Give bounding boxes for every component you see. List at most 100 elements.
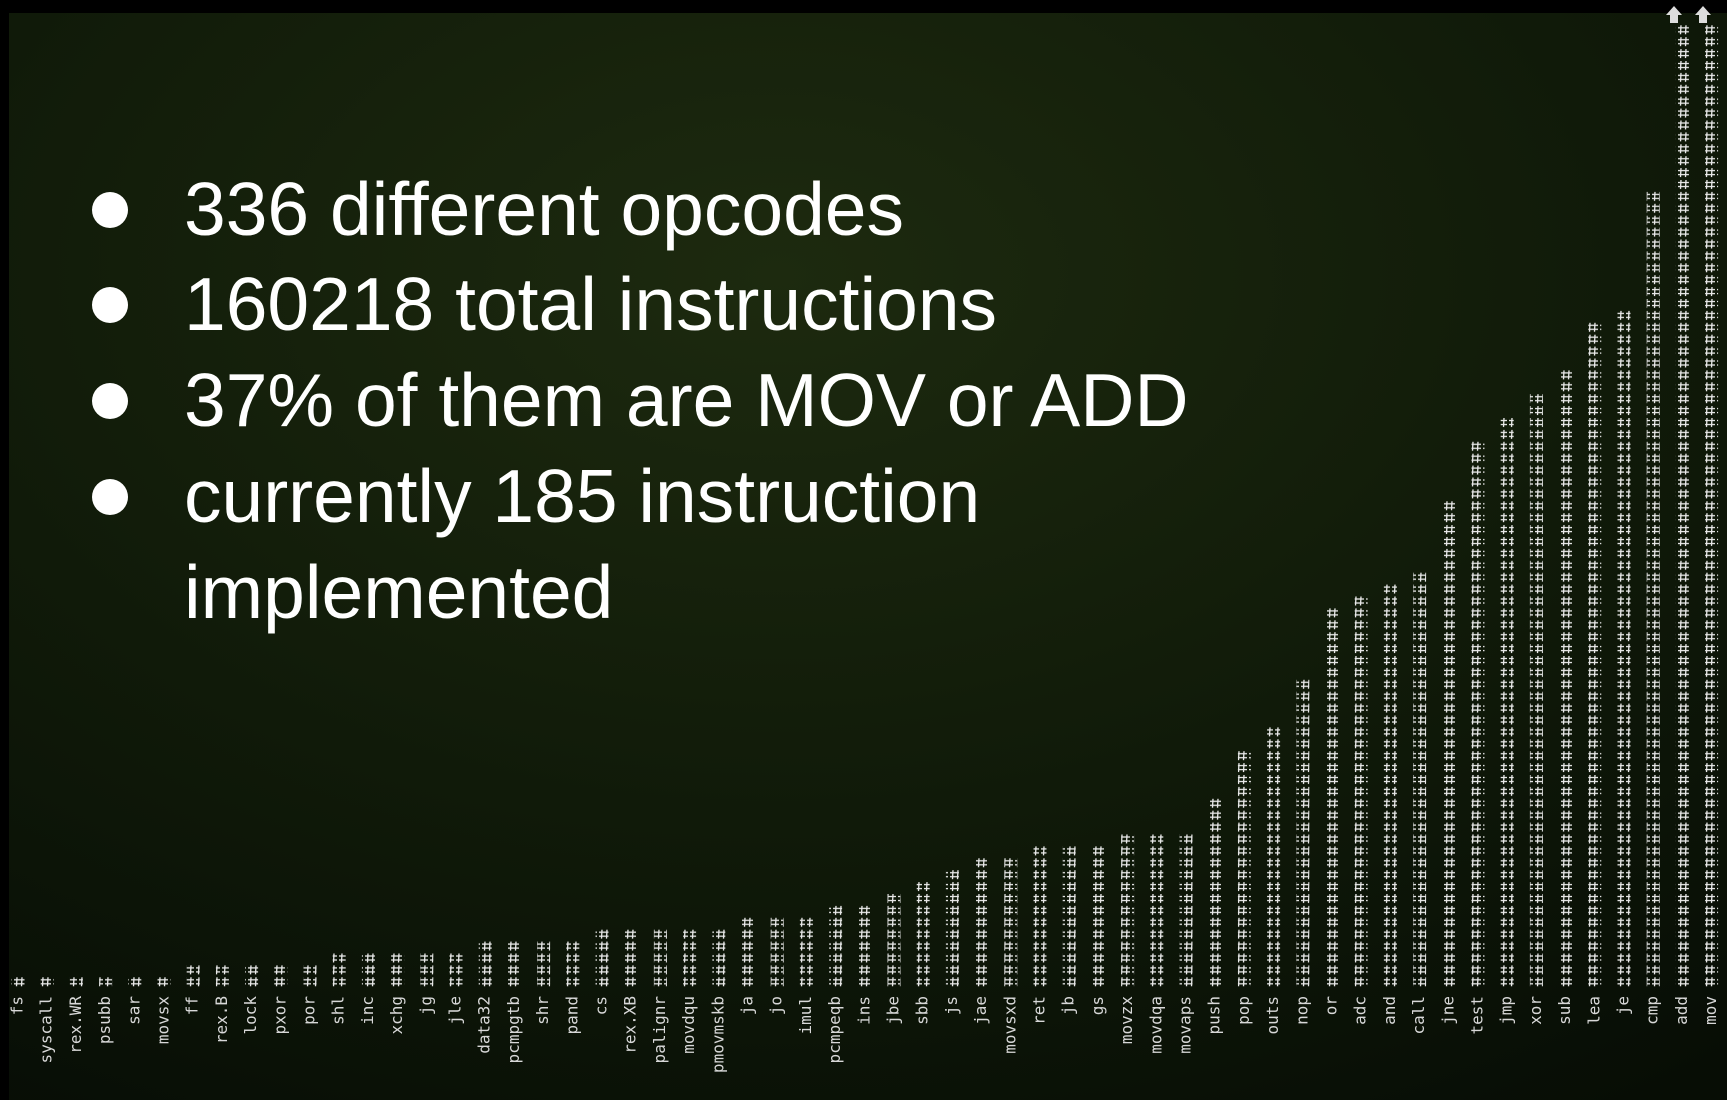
bar	[216, 964, 229, 988]
bar	[625, 929, 638, 989]
x-tick-label: lock	[241, 996, 260, 1035]
left-strip	[0, 0, 9, 1100]
bar	[654, 929, 667, 989]
bar	[1705, 24, 1718, 988]
x-tick-label: jle	[446, 996, 465, 1025]
x-tick-label: pcmpgtb	[504, 996, 523, 1063]
x-tick-label: mov	[1701, 996, 1720, 1025]
x-tick-label: jmp	[1497, 996, 1516, 1025]
x-tick-label: jb	[1059, 996, 1078, 1015]
x-tick-label: sar	[124, 996, 143, 1025]
x-tick-label: fs	[8, 996, 27, 1015]
bar	[888, 893, 901, 988]
bar	[70, 976, 83, 988]
x-tick-label: shl	[329, 996, 348, 1025]
x-tick-label: je	[1614, 996, 1633, 1015]
slide: fssyscallrex.WRpsubbsarmovsxffrex.Blockp…	[0, 0, 1727, 1100]
x-tick-label: sbb	[913, 996, 932, 1025]
x-tick-label: movsxd	[1000, 996, 1019, 1054]
bar	[245, 964, 258, 988]
x-tick-label: jo	[767, 996, 786, 1015]
bar	[1150, 833, 1163, 988]
x-tick-label: pcmpeqb	[825, 996, 844, 1063]
x-tick-label: js	[942, 996, 961, 1015]
bar	[1618, 310, 1631, 988]
x-tick-label: test	[1468, 996, 1487, 1035]
x-tick-label: ff	[183, 996, 202, 1015]
bar	[362, 952, 375, 988]
bar	[1588, 322, 1601, 988]
x-tick-label: inc	[358, 996, 377, 1025]
x-tick-label: ret	[1030, 996, 1049, 1025]
x-tick-label: palignr	[650, 996, 669, 1064]
bar	[1121, 833, 1134, 988]
x-tick-label: rex.B	[212, 996, 231, 1044]
bar	[683, 929, 696, 989]
bar	[1180, 833, 1193, 988]
bar	[946, 869, 959, 988]
x-tick-label: cs	[592, 996, 611, 1015]
x-tick-label: syscall	[37, 996, 56, 1063]
x-tick-label: gs	[1088, 996, 1107, 1015]
x-tick-label: ja	[738, 996, 757, 1015]
x-tick-label: rex.XB	[621, 996, 640, 1054]
bar	[1092, 845, 1105, 988]
bar	[420, 952, 433, 988]
x-tick-label: adc	[1351, 996, 1370, 1025]
bar	[1238, 750, 1251, 988]
bar	[829, 905, 842, 988]
x-tick-label: rex.WR	[66, 996, 85, 1054]
bar	[12, 976, 25, 988]
x-tick-label: jae	[971, 996, 990, 1025]
bar	[99, 976, 112, 988]
x-tick-label: and	[1380, 996, 1399, 1025]
x-tick-label: lea	[1584, 996, 1603, 1025]
bar	[771, 917, 784, 988]
x-tick-label: pxor	[270, 996, 289, 1035]
bar	[712, 929, 725, 989]
bar	[1559, 369, 1572, 988]
x-tick-label: imul	[796, 996, 815, 1035]
x-tick-label: outs	[1263, 996, 1282, 1035]
x-tick-label: xchg	[387, 996, 406, 1035]
bar	[1004, 857, 1017, 988]
page: fssyscallrex.WRpsubbsarmovsxffrex.Blockp…	[0, 0, 1727, 1100]
bullet-text: currently 185 instruction	[184, 454, 980, 538]
x-tick-label: nop	[1292, 996, 1311, 1025]
bar	[1530, 393, 1543, 988]
x-tick-label: sub	[1555, 996, 1574, 1025]
bar	[128, 976, 141, 988]
bar	[975, 857, 988, 988]
bar	[1034, 845, 1047, 988]
x-tick-label: movdqa	[1146, 996, 1165, 1054]
x-tick-label: movdqu	[679, 996, 698, 1054]
bullet-text: 160218 total instructions	[184, 262, 997, 346]
x-tick-label: cmp	[1643, 996, 1662, 1025]
x-tick-label: call	[1409, 996, 1428, 1035]
x-tick-label: add	[1672, 996, 1691, 1025]
bar	[1413, 572, 1426, 989]
x-tick-label: por	[300, 996, 319, 1025]
x-tick-label: jbe	[884, 996, 903, 1025]
x-tick-label: ins	[854, 996, 873, 1025]
x-tick-label: or	[1322, 996, 1341, 1016]
bar	[1209, 798, 1222, 988]
bar	[1326, 607, 1339, 988]
bar	[450, 952, 463, 988]
bar	[333, 952, 346, 988]
bullet-text: implemented	[184, 550, 613, 634]
bar	[479, 940, 492, 988]
bar	[1472, 441, 1485, 988]
bullet-text: 336 different opcodes	[184, 167, 904, 251]
bar	[158, 976, 171, 988]
bar	[41, 976, 54, 988]
bar	[800, 917, 813, 988]
bar	[917, 881, 930, 988]
x-tick-label: jg	[416, 996, 435, 1015]
bar	[1676, 24, 1689, 988]
top-strip	[0, 0, 1727, 13]
bullet-dot	[92, 192, 128, 228]
x-tick-label: movzx	[1117, 996, 1136, 1045]
bar	[858, 905, 871, 988]
bar	[1501, 417, 1514, 988]
